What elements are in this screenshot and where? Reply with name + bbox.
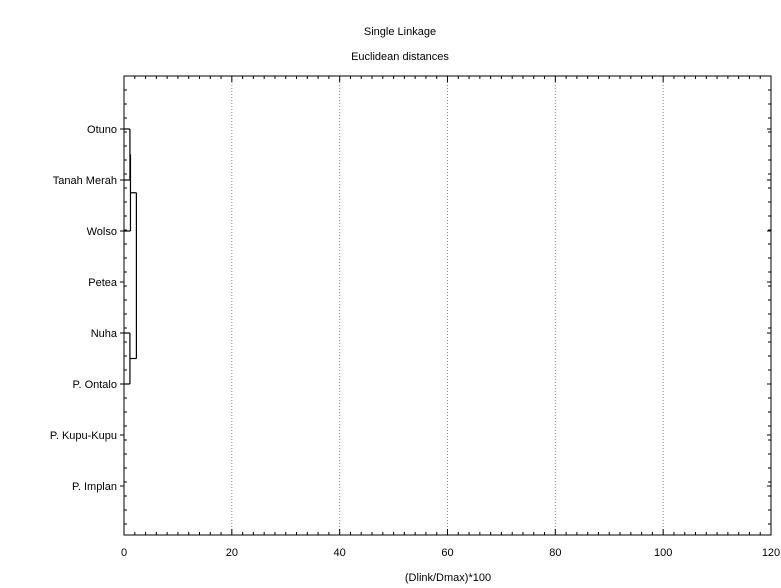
leaf-label: P. Kupu-Kupu [50,430,117,442]
x-tick-label: 0 [121,547,127,559]
x-tick-label: 40 [334,547,346,559]
dendrogram-links [124,128,138,385]
leaf-label: Otuno [87,124,117,136]
leaf-labels: Otuno Tanah Merah Wolso Petea Nuha P. Ontalo P… [50,124,118,493]
x-tick-labels: 0 20 40 60 80 100 120 [121,547,780,559]
leaf-label: P. Ontalo [73,379,117,391]
leaf-label: Nuha [91,328,118,340]
leaf-label: Tanah Merah [53,175,117,187]
x-tick-label: 120 [762,547,780,559]
chart-title: Single Linkage [364,26,436,38]
leaf-label: Petea [88,277,118,289]
plot-frame [123,75,772,536]
leaf-label: P. Implan [72,481,117,493]
leaf-label: Wolso [87,226,117,238]
x-tick-label: 60 [441,547,453,559]
x-tick-label: 20 [226,547,238,559]
x-tick-label: 80 [549,547,561,559]
chart-subtitle: Euclidean distances [351,51,449,63]
x-tick-label: 100 [654,547,672,559]
x-axis-label: (Dlink/Dmax)*100 [405,572,491,584]
